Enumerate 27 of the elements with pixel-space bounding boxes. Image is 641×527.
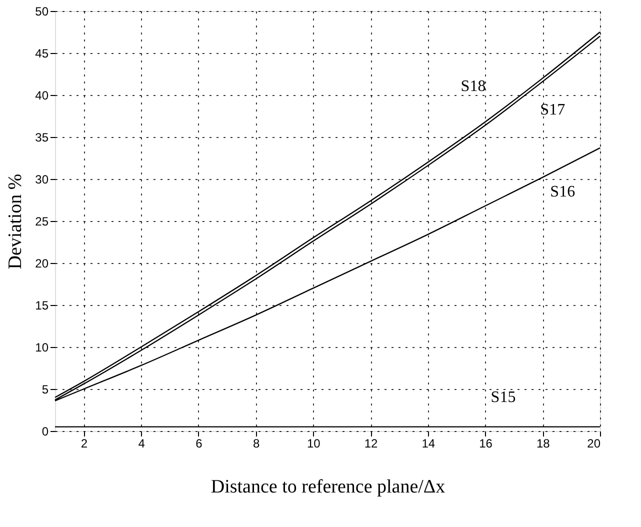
y-tick-label: 30: [35, 172, 49, 186]
y-tick-label: 45: [35, 46, 49, 60]
y-tick-label: 10: [35, 340, 49, 354]
x-tick-label: 10: [306, 436, 321, 450]
x-tick-label: 18: [536, 436, 550, 450]
y-tick-label: 40: [35, 88, 49, 102]
y-tick-label: 25: [35, 214, 49, 228]
series-label: S17: [540, 102, 566, 119]
y-tick-label: 0: [42, 424, 49, 438]
x-tick-label: 2: [80, 436, 88, 450]
x-axis-title: Distance to reference plane/Δx: [210, 476, 446, 498]
y-tick-label: 50: [35, 4, 49, 18]
y-tick-label: 15: [35, 298, 49, 312]
y-tick-label: 20: [35, 256, 49, 270]
series-label: S15: [490, 388, 516, 406]
x-tick-label: 6: [196, 436, 203, 450]
x-tick-label: 4: [138, 436, 146, 450]
x-tick-label: 14: [422, 436, 436, 450]
y-tick-label: 35: [35, 130, 49, 144]
series-label: S16: [550, 183, 576, 200]
x-tick-label: 16: [479, 436, 493, 450]
y-tick-label: 5: [42, 382, 49, 396]
x-tick-label: 20: [587, 436, 601, 450]
series-label: S18: [460, 78, 486, 95]
x-tick-label: 12: [364, 436, 378, 450]
y-axis-title: Deviation %: [5, 174, 26, 270]
x-tick-label: 8: [252, 436, 260, 450]
